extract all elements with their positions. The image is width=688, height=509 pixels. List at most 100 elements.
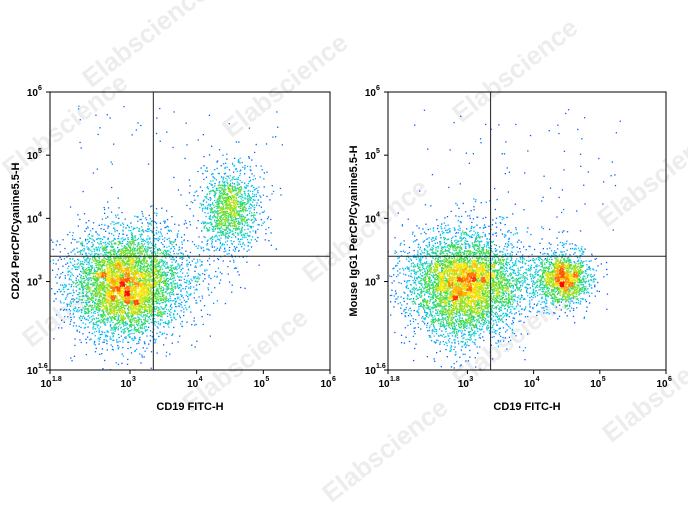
data-point	[106, 288, 107, 289]
data-point	[74, 308, 75, 309]
data-point	[122, 261, 123, 262]
data-point	[165, 257, 166, 258]
data-point	[230, 196, 231, 197]
data-point	[96, 248, 97, 249]
data-point	[181, 304, 182, 305]
data-point	[90, 287, 91, 288]
data-point	[139, 234, 140, 235]
data-point	[230, 215, 231, 216]
data-point	[82, 267, 83, 268]
data-point	[122, 241, 123, 242]
data-point	[140, 362, 141, 363]
data-point	[210, 180, 211, 181]
data-point	[232, 226, 233, 227]
data-point	[70, 317, 71, 318]
data-point	[144, 278, 145, 279]
data-point	[116, 312, 117, 313]
data-point	[73, 286, 74, 287]
data-point	[196, 246, 197, 247]
data-point	[227, 197, 228, 198]
data-point	[94, 343, 95, 344]
data-point	[166, 262, 167, 263]
data-point	[232, 195, 233, 196]
data-point	[231, 217, 232, 218]
data-point	[165, 323, 166, 324]
data-point	[254, 221, 255, 222]
data-point	[142, 317, 143, 318]
data-point	[89, 317, 90, 318]
data-point	[191, 280, 192, 281]
data-point	[126, 315, 127, 316]
data-point	[102, 334, 103, 335]
data-point	[61, 291, 62, 292]
data-point	[150, 306, 151, 307]
data-point	[240, 201, 241, 202]
data-point	[169, 270, 170, 271]
data-point	[156, 233, 157, 234]
data-point	[194, 200, 195, 201]
data-point	[225, 220, 226, 221]
data-point	[60, 284, 61, 285]
data-point	[222, 228, 223, 229]
data-point	[219, 225, 220, 226]
data-point	[119, 254, 120, 255]
data-point	[223, 200, 224, 201]
data-point	[145, 246, 146, 247]
data-point	[111, 243, 112, 244]
data-point	[154, 342, 155, 343]
data-point	[234, 179, 235, 180]
data-point	[121, 238, 122, 239]
data-point	[160, 306, 161, 307]
data-point	[242, 207, 243, 208]
data-point	[151, 262, 152, 263]
data-point	[76, 280, 77, 281]
data-point	[131, 254, 132, 255]
data-point	[215, 212, 216, 213]
data-point	[175, 306, 176, 307]
data-point	[147, 231, 148, 232]
data-point	[277, 127, 278, 128]
data-point	[133, 229, 134, 230]
data-point	[229, 178, 230, 179]
data-point	[121, 212, 122, 213]
data-point	[203, 204, 204, 205]
data-point	[132, 242, 133, 243]
data-point	[100, 241, 101, 242]
data-point	[179, 247, 180, 248]
data-point	[80, 271, 81, 272]
data-point	[114, 318, 115, 319]
data-point	[67, 274, 68, 275]
data-point	[141, 272, 142, 273]
data-point	[102, 248, 103, 249]
data-point	[213, 176, 214, 177]
data-point	[195, 265, 196, 266]
data-point	[251, 186, 252, 187]
data-point	[123, 226, 124, 227]
data-point	[244, 207, 245, 208]
data-point	[131, 293, 132, 294]
data-point	[88, 273, 89, 274]
data-point	[203, 223, 204, 224]
data-point	[71, 286, 72, 287]
data-point	[163, 275, 164, 276]
data-point	[74, 239, 75, 240]
data-point	[121, 301, 122, 302]
data-point	[74, 254, 75, 255]
data-point	[162, 296, 163, 297]
data-point	[147, 279, 148, 280]
data-point	[131, 324, 132, 325]
data-point	[73, 316, 74, 317]
data-point	[99, 332, 100, 333]
data-point	[124, 328, 125, 329]
data-point	[201, 261, 202, 262]
data-point	[110, 329, 111, 330]
data-point	[68, 266, 69, 267]
data-point	[194, 325, 195, 326]
data-point	[132, 252, 133, 253]
data-point	[98, 264, 99, 265]
data-point	[202, 208, 203, 209]
data-point	[208, 199, 209, 200]
data-point	[174, 224, 175, 225]
data-point	[154, 325, 155, 326]
data-point	[257, 229, 258, 230]
